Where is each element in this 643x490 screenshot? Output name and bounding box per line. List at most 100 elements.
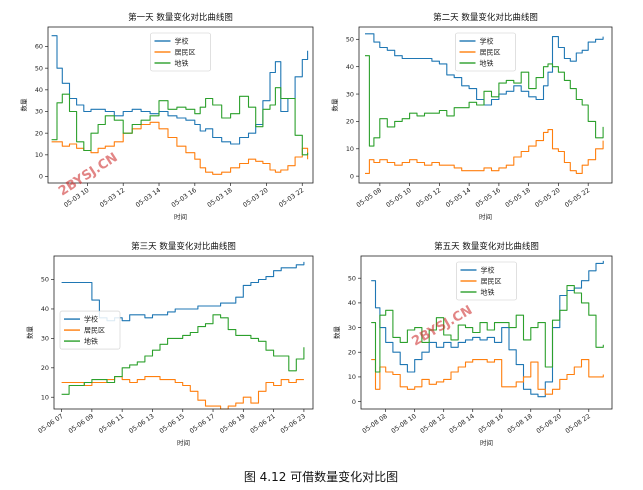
y-axis-label: 数量 bbox=[25, 326, 34, 340]
x-tick-label: 05-03 22 bbox=[277, 186, 305, 209]
x-axis-label: 时间 bbox=[479, 212, 492, 221]
x-tick-label: 05-06 09 bbox=[67, 412, 95, 435]
x-tick-label: 05-08 16 bbox=[477, 412, 505, 435]
y-tick-label: 50 bbox=[35, 64, 43, 72]
legend-label-2: 居民区 bbox=[175, 49, 196, 57]
series-line-3 bbox=[371, 285, 604, 373]
x-tick-label: 05-03 12 bbox=[98, 186, 126, 209]
x-tick-label: 05-05 14 bbox=[444, 186, 472, 209]
legend-label-2: 居民区 bbox=[481, 278, 502, 286]
x-tick-label: 05-05 22 bbox=[563, 186, 591, 209]
x-tick-label: 05-05 16 bbox=[474, 186, 502, 209]
x-axis-label: 时间 bbox=[480, 438, 493, 447]
x-tick-label: 05-06 13 bbox=[127, 412, 155, 435]
y-tick-label: 50 bbox=[41, 276, 49, 284]
series-line-2 bbox=[61, 376, 304, 410]
y-tick-label: 30 bbox=[348, 324, 356, 332]
legend-label-3: 地铁 bbox=[480, 59, 494, 68]
legend-box bbox=[59, 310, 121, 350]
x-tick-label: 05-05 12 bbox=[414, 186, 442, 209]
x-tick-label: 05-03 16 bbox=[170, 186, 198, 209]
plot-frame bbox=[47, 26, 314, 184]
y-tick-label: 50 bbox=[348, 274, 356, 282]
chart-panel-2: 第二天 数量变化对比曲线图 0 10 20 30 40 50 05-05 08 05-05 10… bbox=[330, 12, 613, 221]
x-axis-label: 时间 bbox=[174, 212, 187, 221]
legend-label-3: 地铁 bbox=[84, 337, 98, 346]
legend-label-1: 学校 bbox=[481, 266, 495, 275]
x-tick-label: 05-03 20 bbox=[241, 186, 269, 209]
legend-label-1: 学校 bbox=[175, 37, 189, 46]
x-tick-label: 05-06 23 bbox=[279, 412, 307, 435]
chart-title: 第二天 数量变化对比曲线图 bbox=[433, 12, 538, 23]
legend-box bbox=[455, 32, 516, 72]
x-tick-label: 05-08 12 bbox=[419, 412, 447, 435]
x-tick-label: 05-05 10 bbox=[385, 186, 413, 209]
series-line-1 bbox=[51, 35, 309, 145]
chart-panel-4: 第五天 数量变化对比曲线图 0 10 20 30 40 50 05-08 08 05-08 10… bbox=[332, 241, 613, 447]
x-tick-label: 05-03 18 bbox=[206, 186, 234, 209]
x-tick-label: 05-08 08 bbox=[361, 412, 389, 435]
x-tick-label: 05-08 18 bbox=[506, 412, 534, 435]
series-line-2 bbox=[371, 359, 604, 395]
y-tick-label: 10 bbox=[41, 393, 49, 401]
series-line-3 bbox=[365, 55, 604, 147]
y-tick-label: 20 bbox=[346, 118, 354, 126]
y-tick-label: 40 bbox=[348, 299, 356, 307]
y-tick-label: 10 bbox=[348, 373, 356, 381]
y-tick-label: 30 bbox=[41, 335, 49, 343]
chart-title: 第一天 数量变化对比曲线图 bbox=[128, 12, 233, 23]
x-tick-label: 05-05 08 bbox=[355, 186, 383, 209]
legend-label-1: 学校 bbox=[84, 315, 98, 324]
y-tick-label: 40 bbox=[35, 86, 43, 94]
y-tick-label: 60 bbox=[35, 43, 43, 51]
x-tick-label: 05-08 20 bbox=[535, 412, 563, 435]
series-line-2 bbox=[365, 129, 604, 174]
series-line-3 bbox=[61, 314, 305, 395]
plot-frame bbox=[360, 255, 613, 410]
y-tick-label: 20 bbox=[41, 364, 49, 372]
y-tick-label: 10 bbox=[346, 145, 354, 153]
y-tick-label: 20 bbox=[35, 129, 43, 137]
legend-label-2: 居民区 bbox=[480, 49, 501, 57]
y-tick-label: 0 bbox=[352, 398, 356, 406]
legend-box bbox=[150, 32, 211, 72]
legend-label-3: 地铁 bbox=[481, 288, 495, 297]
y-tick-label: 30 bbox=[35, 108, 43, 116]
x-axis-label: 时间 bbox=[177, 438, 190, 447]
x-tick-label: 05-06 17 bbox=[188, 412, 216, 435]
y-tick-label: 40 bbox=[41, 305, 49, 313]
x-tick-label: 05-08 14 bbox=[448, 412, 476, 435]
y-tick-label: 20 bbox=[348, 348, 356, 356]
plot-frame bbox=[358, 26, 613, 184]
y-axis-label: 数量 bbox=[332, 326, 341, 340]
series-line-1 bbox=[365, 33, 604, 106]
y-axis-label: 数量 bbox=[19, 98, 28, 112]
series-line-2 bbox=[51, 121, 309, 175]
x-tick-label: 05-06 19 bbox=[218, 412, 246, 435]
y-tick-label: 0 bbox=[39, 173, 43, 181]
figure-caption: 图 4.12 可借数量变化对比图 bbox=[244, 469, 398, 484]
legend-label-1: 学校 bbox=[480, 37, 494, 46]
x-tick-label: 05-08 10 bbox=[390, 412, 418, 435]
x-tick-label: 05-06 15 bbox=[158, 412, 186, 435]
y-tick-label: 50 bbox=[346, 36, 354, 44]
x-tick-label: 05-03 14 bbox=[134, 186, 162, 209]
x-tick-label: 05-06 07 bbox=[37, 412, 65, 435]
x-tick-label: 05-06 11 bbox=[97, 412, 125, 435]
y-tick-label: 10 bbox=[35, 151, 43, 159]
y-axis-label: 数量 bbox=[330, 98, 339, 112]
chart-title: 第五天 数量变化对比曲线图 bbox=[434, 241, 539, 252]
legend-label-2: 居民区 bbox=[84, 327, 105, 335]
chart-title: 第三天 数量变化对比曲线图 bbox=[131, 241, 236, 252]
legend-box bbox=[456, 261, 517, 301]
x-tick-label: 05-05 20 bbox=[533, 186, 561, 209]
y-tick-label: 40 bbox=[346, 63, 354, 71]
y-tick-label: 30 bbox=[346, 90, 354, 98]
